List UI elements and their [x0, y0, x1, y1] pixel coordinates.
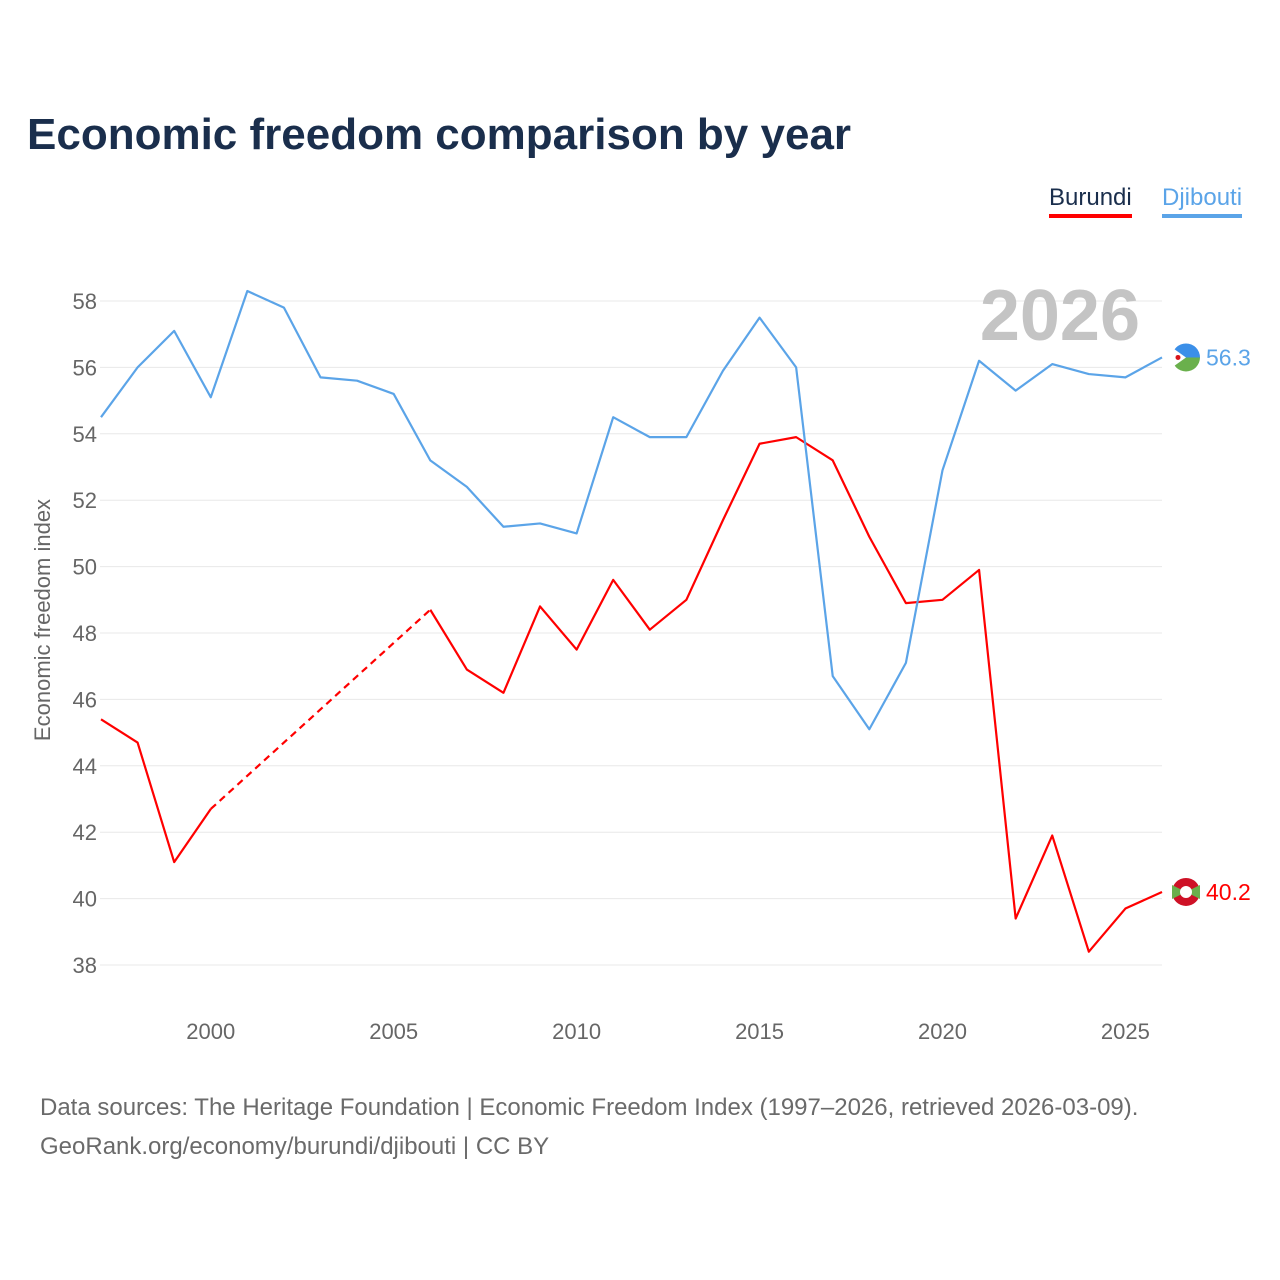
- footer: Data sources: The Heritage Foundation | …: [40, 1088, 1138, 1166]
- series-gap-burundi: [210, 608, 432, 810]
- y-tick-label: 44: [73, 754, 97, 779]
- x-tick-label: 2005: [369, 1019, 418, 1044]
- year-watermark: 2026: [980, 276, 1140, 356]
- legend-djibouti[interactable]: Djibouti: [1162, 184, 1243, 218]
- y-tick-label: 38: [73, 953, 97, 978]
- x-tick-label: 2015: [735, 1019, 784, 1044]
- y-axis-label: Economic freedom index: [30, 499, 55, 741]
- x-tick-label: 2025: [1101, 1019, 1150, 1044]
- x-tick-label: 2020: [918, 1019, 967, 1044]
- end-value-label-djibouti: 56.3: [1206, 344, 1251, 370]
- chart-title: Economic freedom comparison by year: [27, 110, 852, 159]
- y-tick-label: 40: [73, 887, 97, 912]
- y-tick-label: 50: [73, 555, 97, 580]
- y-tick-label: 42: [73, 820, 97, 845]
- legend-burundi[interactable]: Burundi: [1049, 184, 1132, 218]
- y-tick-label: 54: [73, 422, 97, 447]
- y-tick-label: 52: [73, 488, 97, 513]
- url-line: GeoRank.org/economy/burundi/djibouti | C…: [40, 1133, 550, 1160]
- flag-djibouti-star: [1175, 354, 1181, 360]
- series-line-burundi: [429, 436, 1163, 953]
- y-tick-label: 58: [73, 289, 97, 314]
- y-tick-label: 46: [73, 687, 97, 712]
- end-value-label-burundi: 40.2: [1206, 879, 1251, 905]
- series-line-djibouti: [100, 289, 1163, 731]
- source-line: Data sources: The Heritage Foundation | …: [40, 1094, 1139, 1121]
- x-tick-label: 2000: [186, 1019, 235, 1044]
- flag-burundi-center: [1180, 885, 1192, 898]
- y-tick-label: 56: [73, 355, 97, 380]
- series-line-burundi: [100, 718, 212, 864]
- y-tick-label: 48: [73, 621, 97, 646]
- x-tick-label: 2010: [552, 1019, 601, 1044]
